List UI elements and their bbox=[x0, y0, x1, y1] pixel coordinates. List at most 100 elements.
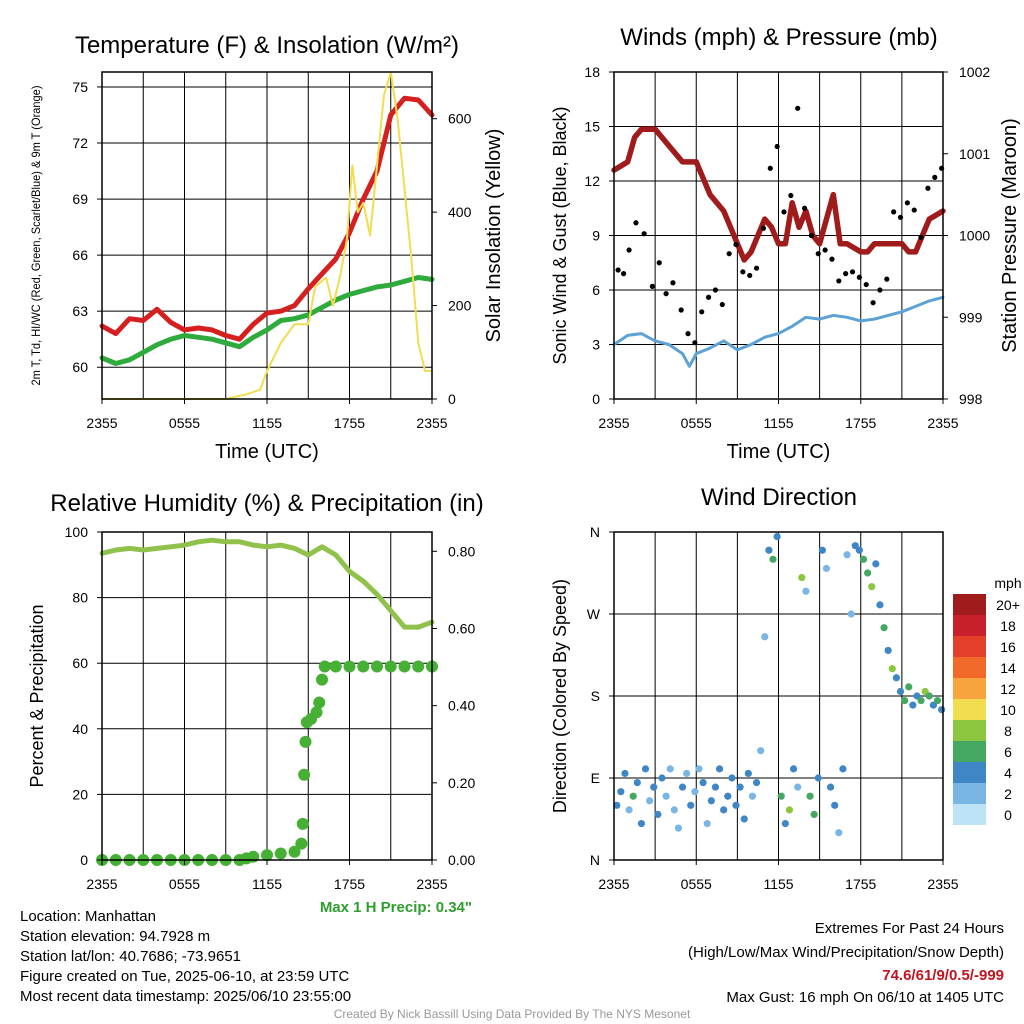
data-point bbox=[884, 276, 890, 282]
data-point bbox=[329, 660, 342, 673]
legend-swatch bbox=[953, 657, 986, 678]
y-tick-label: W bbox=[587, 606, 601, 622]
data-point bbox=[918, 234, 924, 240]
y2-axis-label: Station Pressure (Maroon) bbox=[999, 118, 1021, 353]
data-point bbox=[615, 267, 621, 273]
data-point bbox=[295, 837, 308, 850]
y-tick-label: 80 bbox=[72, 590, 88, 606]
legend-label: 2 bbox=[1004, 786, 1012, 802]
y-tick-label: S bbox=[591, 688, 600, 704]
legend-swatch bbox=[953, 636, 986, 657]
data-point bbox=[801, 205, 808, 211]
data-point bbox=[747, 272, 753, 279]
x-axis-label: Time (UTC) bbox=[215, 441, 319, 463]
y-tick-label: 0 bbox=[592, 391, 600, 407]
extremes-subtitle: (High/Low/Max Wind/Precipitation/Snow De… bbox=[688, 944, 1004, 961]
data-point bbox=[646, 797, 654, 805]
data-point bbox=[932, 174, 938, 180]
data-point bbox=[815, 251, 821, 257]
data-point bbox=[925, 692, 933, 700]
data-point bbox=[705, 294, 712, 300]
data-point bbox=[296, 817, 309, 830]
y2-tick-label: 999 bbox=[959, 309, 983, 325]
y2-axis-label: Solar Insolation (Yellow) bbox=[483, 129, 505, 343]
data-point bbox=[839, 765, 847, 773]
y-tick-label: N bbox=[590, 852, 600, 868]
data-point bbox=[650, 783, 658, 791]
y-axis-label: Sonic Wind & Gust (Blue, Black) bbox=[550, 106, 570, 364]
data-point bbox=[641, 765, 650, 773]
data-point bbox=[872, 560, 880, 568]
x-tick-label: 1755 bbox=[845, 415, 876, 431]
y-tick-label: 72 bbox=[72, 135, 88, 151]
data-point bbox=[621, 769, 629, 778]
data-point bbox=[752, 778, 761, 787]
data-point bbox=[658, 774, 666, 782]
data-point bbox=[789, 765, 798, 773]
x-tick-label: 1755 bbox=[334, 876, 365, 892]
y2-tick-label: 0.40 bbox=[448, 698, 475, 714]
data-point bbox=[760, 225, 767, 231]
data-point bbox=[925, 185, 931, 191]
legend-label: 12 bbox=[1000, 681, 1016, 697]
data-point bbox=[896, 687, 905, 696]
data-point bbox=[781, 209, 787, 215]
y-tick-label: 3 bbox=[592, 337, 600, 353]
data-point bbox=[785, 806, 794, 814]
data-point bbox=[288, 845, 301, 858]
legend-swatch bbox=[953, 699, 986, 720]
created-text: Figure created on Tue, 2025-06-10, at 23… bbox=[20, 968, 350, 985]
elevation-text: Station elevation: 94.7928 m bbox=[20, 928, 211, 945]
data-point bbox=[856, 274, 862, 280]
y-axis-label: Direction (Colored By Speed) bbox=[550, 579, 570, 813]
y-tick-label: 18 bbox=[584, 64, 600, 80]
y-tick-label: 100 bbox=[65, 524, 89, 540]
data-point bbox=[662, 792, 670, 800]
data-point bbox=[777, 792, 785, 800]
data-point bbox=[649, 283, 655, 289]
series-line bbox=[99, 537, 435, 630]
y-tick-label: 20 bbox=[72, 786, 88, 802]
data-point bbox=[877, 287, 883, 293]
data-point bbox=[371, 660, 383, 673]
legend-swatch bbox=[953, 762, 986, 783]
data-point bbox=[836, 278, 842, 284]
data-point bbox=[806, 792, 814, 800]
x-tick-label: 1755 bbox=[334, 415, 365, 431]
data-point bbox=[719, 301, 725, 308]
legend-label: 6 bbox=[1004, 744, 1012, 760]
data-point bbox=[794, 783, 802, 791]
data-point bbox=[695, 765, 703, 773]
data-point bbox=[901, 696, 909, 705]
data-point bbox=[656, 260, 662, 266]
series-line bbox=[612, 295, 945, 368]
data-point bbox=[670, 280, 676, 286]
data-point bbox=[773, 532, 781, 541]
data-point bbox=[888, 665, 896, 673]
data-point bbox=[703, 819, 711, 828]
data-point bbox=[757, 747, 765, 755]
data-point bbox=[818, 546, 826, 554]
data-point bbox=[712, 287, 719, 293]
y-tick-label: 60 bbox=[72, 655, 88, 671]
data-point bbox=[247, 850, 260, 863]
data-point bbox=[753, 265, 760, 271]
data-point bbox=[629, 792, 637, 800]
precip-annotation: Max 1 H Precip: 0.34" bbox=[320, 899, 472, 916]
legend-label: 0 bbox=[1004, 807, 1012, 823]
data-point bbox=[641, 231, 647, 237]
data-point bbox=[788, 192, 794, 199]
x-tick-label: 1155 bbox=[252, 415, 282, 431]
legend-swatch bbox=[953, 594, 986, 615]
data-point bbox=[822, 564, 831, 573]
chart-title: Temperature (F) & Insolation (W/m²) bbox=[75, 32, 459, 59]
data-point bbox=[863, 281, 869, 288]
data-point bbox=[633, 778, 641, 787]
legend-label: 16 bbox=[1000, 639, 1016, 655]
legend-swatch bbox=[953, 615, 986, 636]
data-point bbox=[683, 769, 691, 778]
x-tick-label: 0555 bbox=[169, 876, 200, 892]
data-point bbox=[299, 735, 312, 748]
data-point bbox=[897, 214, 904, 220]
